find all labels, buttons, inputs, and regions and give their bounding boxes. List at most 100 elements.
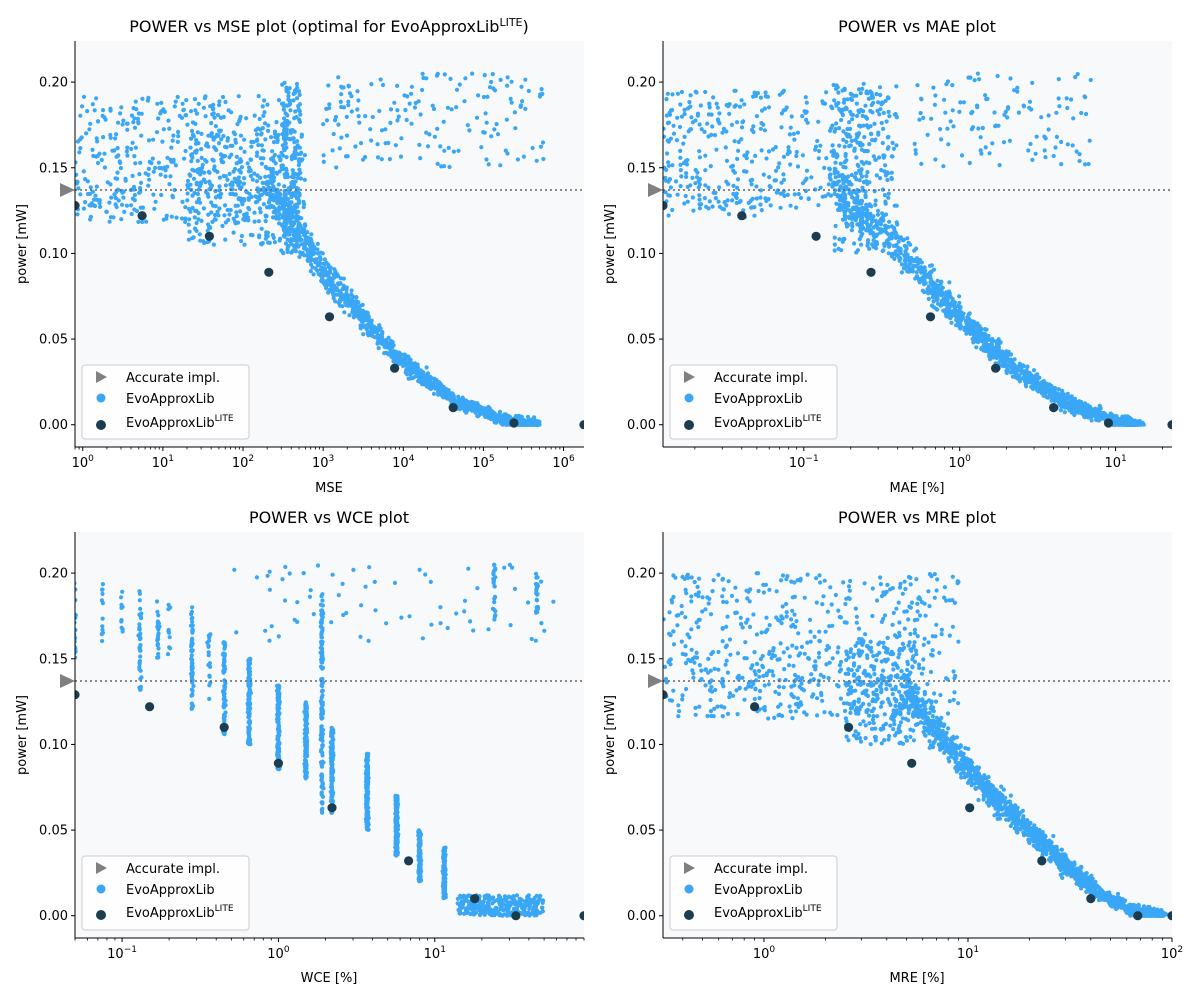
evoapproxlib-point: [302, 222, 308, 227]
evoapproxlib-point: [207, 179, 212, 184]
evoapproxlib-point: [246, 196, 251, 201]
evoapproxlib-point: [967, 327, 972, 332]
evoapproxlib-point: [290, 179, 295, 185]
evoapproxlib-point: [217, 99, 222, 104]
evoapproxlib-point: [321, 153, 326, 158]
evoapproxlib-point: [1039, 390, 1045, 395]
evoapproxlib-point: [430, 103, 435, 108]
evoapproxlib-point: [188, 109, 194, 114]
evoapproxlib-point: [187, 217, 192, 222]
evoapproxlib-point: [222, 203, 228, 208]
evoapproxlib-point: [299, 251, 304, 256]
evoapproxlib-point: [299, 225, 304, 230]
evoapproxlib-point: [958, 100, 963, 105]
evoapproxlib-point: [120, 190, 125, 195]
evoapproxlib-point: [796, 191, 801, 197]
evoapproxlib-point: [324, 118, 330, 123]
evoapproxlib-point: [113, 196, 118, 201]
evoapproxlib-point: [495, 132, 501, 137]
data-marks: [663, 71, 1172, 430]
evoapproxlib-point: [952, 300, 958, 305]
evoapproxlib-point: [336, 282, 341, 287]
evoapproxlib-point: [217, 128, 222, 133]
evoapproxlib-point: [871, 100, 876, 105]
evoapproxlib-point: [288, 108, 293, 113]
evoapproxlib-point: [664, 97, 669, 102]
evoapproxlib-point: [1079, 110, 1084, 116]
evoapproxlib-point: [876, 130, 881, 135]
evoapproxlib-point: [886, 191, 891, 196]
evoapproxlib-point: [121, 195, 126, 200]
evoapproxlib-point: [335, 272, 340, 277]
evoapproxlib-point: [417, 142, 422, 147]
evoapproxlib-point: [1096, 412, 1102, 417]
evoapproxlib-point: [733, 88, 738, 93]
evoapproxlib-point: [299, 134, 304, 139]
evoapproxlib-point: [984, 339, 989, 344]
evoapproxlib-point: [275, 200, 280, 205]
evoapproxlib-point: [184, 98, 189, 103]
evoapproxlib-point: [172, 104, 177, 109]
evoapproxlib-point: [276, 182, 281, 187]
evoapproxlib-point: [196, 101, 201, 106]
evoapproxlib-point: [741, 119, 746, 124]
evoapproxlib-point: [285, 118, 290, 124]
evoapproxlib-point: [125, 127, 130, 132]
evoapproxlib-point: [860, 86, 865, 91]
evoapproxlib-point: [337, 298, 342, 303]
evoapproxlib-point: [298, 151, 303, 156]
evoapproxlib-series: [663, 71, 1146, 427]
evoapproxlib-point: [257, 235, 262, 240]
evoapproxlib-point: [360, 302, 365, 307]
evoapproxlib-point: [729, 164, 734, 169]
evoapproxlib-point: [417, 372, 422, 377]
evoapproxlib-point: [1018, 367, 1023, 372]
evoapproxlib-point: [217, 206, 222, 211]
evoapproxlib-point: [706, 112, 712, 117]
evoapproxlib-point: [833, 160, 838, 165]
evoapproxlib-point: [383, 350, 388, 355]
evoapproxlib-point: [750, 196, 755, 201]
y-tick-label: 0.20: [39, 76, 68, 91]
evoapproxlib-point: [287, 225, 292, 230]
y-tick-label: 0.10: [39, 247, 68, 262]
evoapproxlib-point: [852, 148, 857, 153]
evoapproxlib-point: [380, 335, 385, 340]
evoapproxlib-point: [855, 162, 860, 167]
evoapproxlib-point: [287, 86, 292, 91]
evoapproxlib-point: [880, 140, 885, 146]
evoapproxlib-point: [717, 111, 722, 116]
evoapproxlib-point: [675, 115, 680, 120]
evoapproxlib-point: [707, 105, 712, 110]
evoapproxlib-point: [95, 119, 100, 124]
evoapproxlib-point: [926, 296, 931, 301]
evoapproxlib-point: [159, 192, 164, 198]
evoapproxlib-point: [905, 269, 910, 274]
evoapproxlib-point: [759, 148, 764, 153]
evoapproxlib-point: [289, 157, 294, 162]
evoapproxlib-point: [156, 116, 161, 121]
evoapproxlib-point: [1095, 407, 1100, 412]
evoapproxlib-point: [894, 115, 899, 120]
evoapproxlib-point: [185, 191, 190, 196]
evoapproxlib-lite-series: [75, 200, 584, 430]
evoapproxlib-point: [132, 198, 137, 203]
evoapproxlib-lite-point: [137, 211, 147, 221]
evoapproxlib-point: [835, 180, 840, 185]
evoapproxlib-point: [967, 160, 972, 166]
evoapproxlib-point: [834, 155, 839, 160]
evoapproxlib-point: [355, 89, 360, 94]
evoapproxlib-point: [914, 270, 919, 275]
evoapproxlib-point: [789, 114, 794, 119]
evoapproxlib-point: [289, 200, 294, 205]
evoapproxlib-point: [857, 168, 862, 173]
evoapproxlib-point: [1075, 72, 1080, 77]
evoapproxlib-point: [933, 93, 938, 98]
evoapproxlib-point: [293, 147, 298, 152]
evoapproxlib-point: [839, 207, 844, 212]
evoapproxlib-point: [434, 378, 439, 383]
evoapproxlib-point: [297, 167, 302, 172]
evoapproxlib-point: [395, 108, 400, 113]
evoapproxlib-point: [321, 159, 326, 164]
evoapproxlib-point: [957, 307, 962, 312]
